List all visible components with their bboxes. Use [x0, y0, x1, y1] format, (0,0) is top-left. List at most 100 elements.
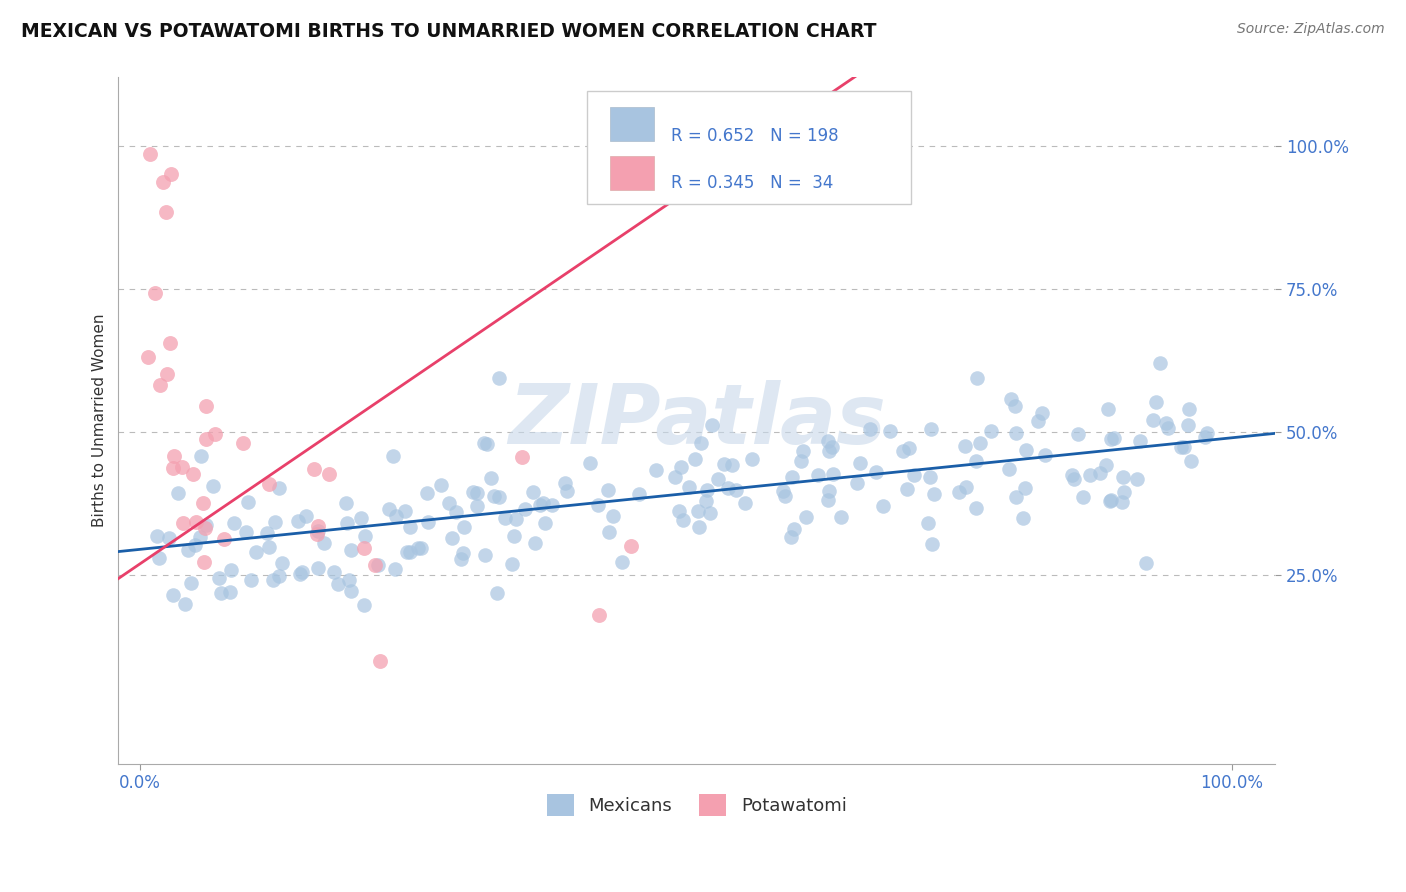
Text: R = 0.345   N =  34: R = 0.345 N = 34 [672, 175, 834, 193]
Point [695, 494, 717, 508]
Point [484, 489, 506, 503]
Point [152, 175, 174, 189]
Point [172, 516, 194, 530]
Point [184, 538, 207, 552]
Point [872, 499, 894, 513]
Point [1063, 472, 1085, 486]
Point [312, 536, 335, 550]
Point [194, 432, 217, 446]
Point [688, 520, 710, 534]
Point [724, 483, 747, 497]
Point [1111, 495, 1133, 509]
Point [367, 558, 389, 572]
Point [307, 519, 329, 533]
Point [773, 489, 796, 503]
Point [1144, 395, 1167, 409]
Bar [610, 107, 654, 142]
Point [339, 583, 361, 598]
Point [430, 478, 453, 492]
Point [219, 563, 242, 577]
Point [1154, 417, 1177, 431]
Point [1078, 468, 1101, 483]
Point [965, 454, 987, 468]
Point [668, 504, 690, 518]
Point [1112, 470, 1135, 484]
Point [170, 459, 193, 474]
Point [465, 499, 488, 513]
Point [385, 509, 408, 524]
Point [686, 504, 709, 518]
Point [194, 399, 217, 413]
Point [865, 465, 887, 479]
Point [186, 515, 208, 529]
Point [479, 471, 502, 485]
Point [1142, 413, 1164, 427]
Point [396, 545, 419, 559]
Point [384, 562, 406, 576]
Point [917, 516, 939, 530]
Point [669, 460, 692, 475]
Point [295, 508, 318, 523]
Point [1177, 402, 1199, 417]
Point [501, 558, 523, 572]
Point [138, 146, 160, 161]
Point [409, 541, 432, 555]
Point [239, 574, 262, 588]
Point [307, 527, 329, 541]
Point [817, 443, 839, 458]
Point [364, 558, 387, 572]
Point [156, 368, 179, 382]
Point [163, 449, 186, 463]
Point [382, 449, 405, 463]
Point [513, 501, 536, 516]
Point [683, 452, 706, 467]
Legend: Mexicans, Potawatomi: Mexicans, Potawatomi [540, 787, 853, 823]
Point [1095, 458, 1118, 472]
Point [523, 535, 546, 549]
Point [399, 519, 422, 533]
Point [477, 436, 499, 450]
Point [157, 531, 180, 545]
Point [190, 449, 212, 463]
Point [212, 533, 235, 547]
Point [322, 565, 344, 579]
Point [1173, 440, 1195, 454]
Point [269, 481, 291, 495]
Point [162, 461, 184, 475]
Point [1060, 467, 1083, 482]
Point [823, 467, 845, 481]
Point [1194, 430, 1216, 444]
Point [209, 586, 232, 600]
Point [953, 440, 976, 454]
Point [699, 506, 721, 520]
Point [378, 502, 401, 516]
Point [596, 483, 619, 498]
Point [859, 422, 882, 436]
Point [465, 485, 488, 500]
Point [531, 495, 554, 509]
Point [406, 541, 429, 555]
Point [1099, 432, 1122, 446]
Point [450, 552, 472, 566]
Point [965, 501, 987, 516]
Point [1033, 448, 1056, 462]
Point [1004, 490, 1026, 504]
Point [264, 515, 287, 529]
Point [1170, 440, 1192, 454]
Point [529, 498, 551, 512]
Point [202, 478, 225, 492]
Text: MEXICAN VS POTAWATOMI BIRTHS TO UNMARRIED WOMEN CORRELATION CHART: MEXICAN VS POTAWATOMI BIRTHS TO UNMARRIE… [21, 22, 876, 41]
Point [181, 467, 204, 481]
Point [173, 597, 195, 611]
Point [335, 496, 357, 510]
Point [1088, 467, 1111, 481]
Point [1135, 556, 1157, 570]
Point [846, 476, 869, 491]
Point [1104, 431, 1126, 445]
Point [350, 511, 373, 525]
Point [159, 335, 181, 350]
Point [353, 529, 375, 543]
Point [849, 456, 872, 470]
Point [204, 427, 226, 442]
Point [790, 454, 813, 468]
